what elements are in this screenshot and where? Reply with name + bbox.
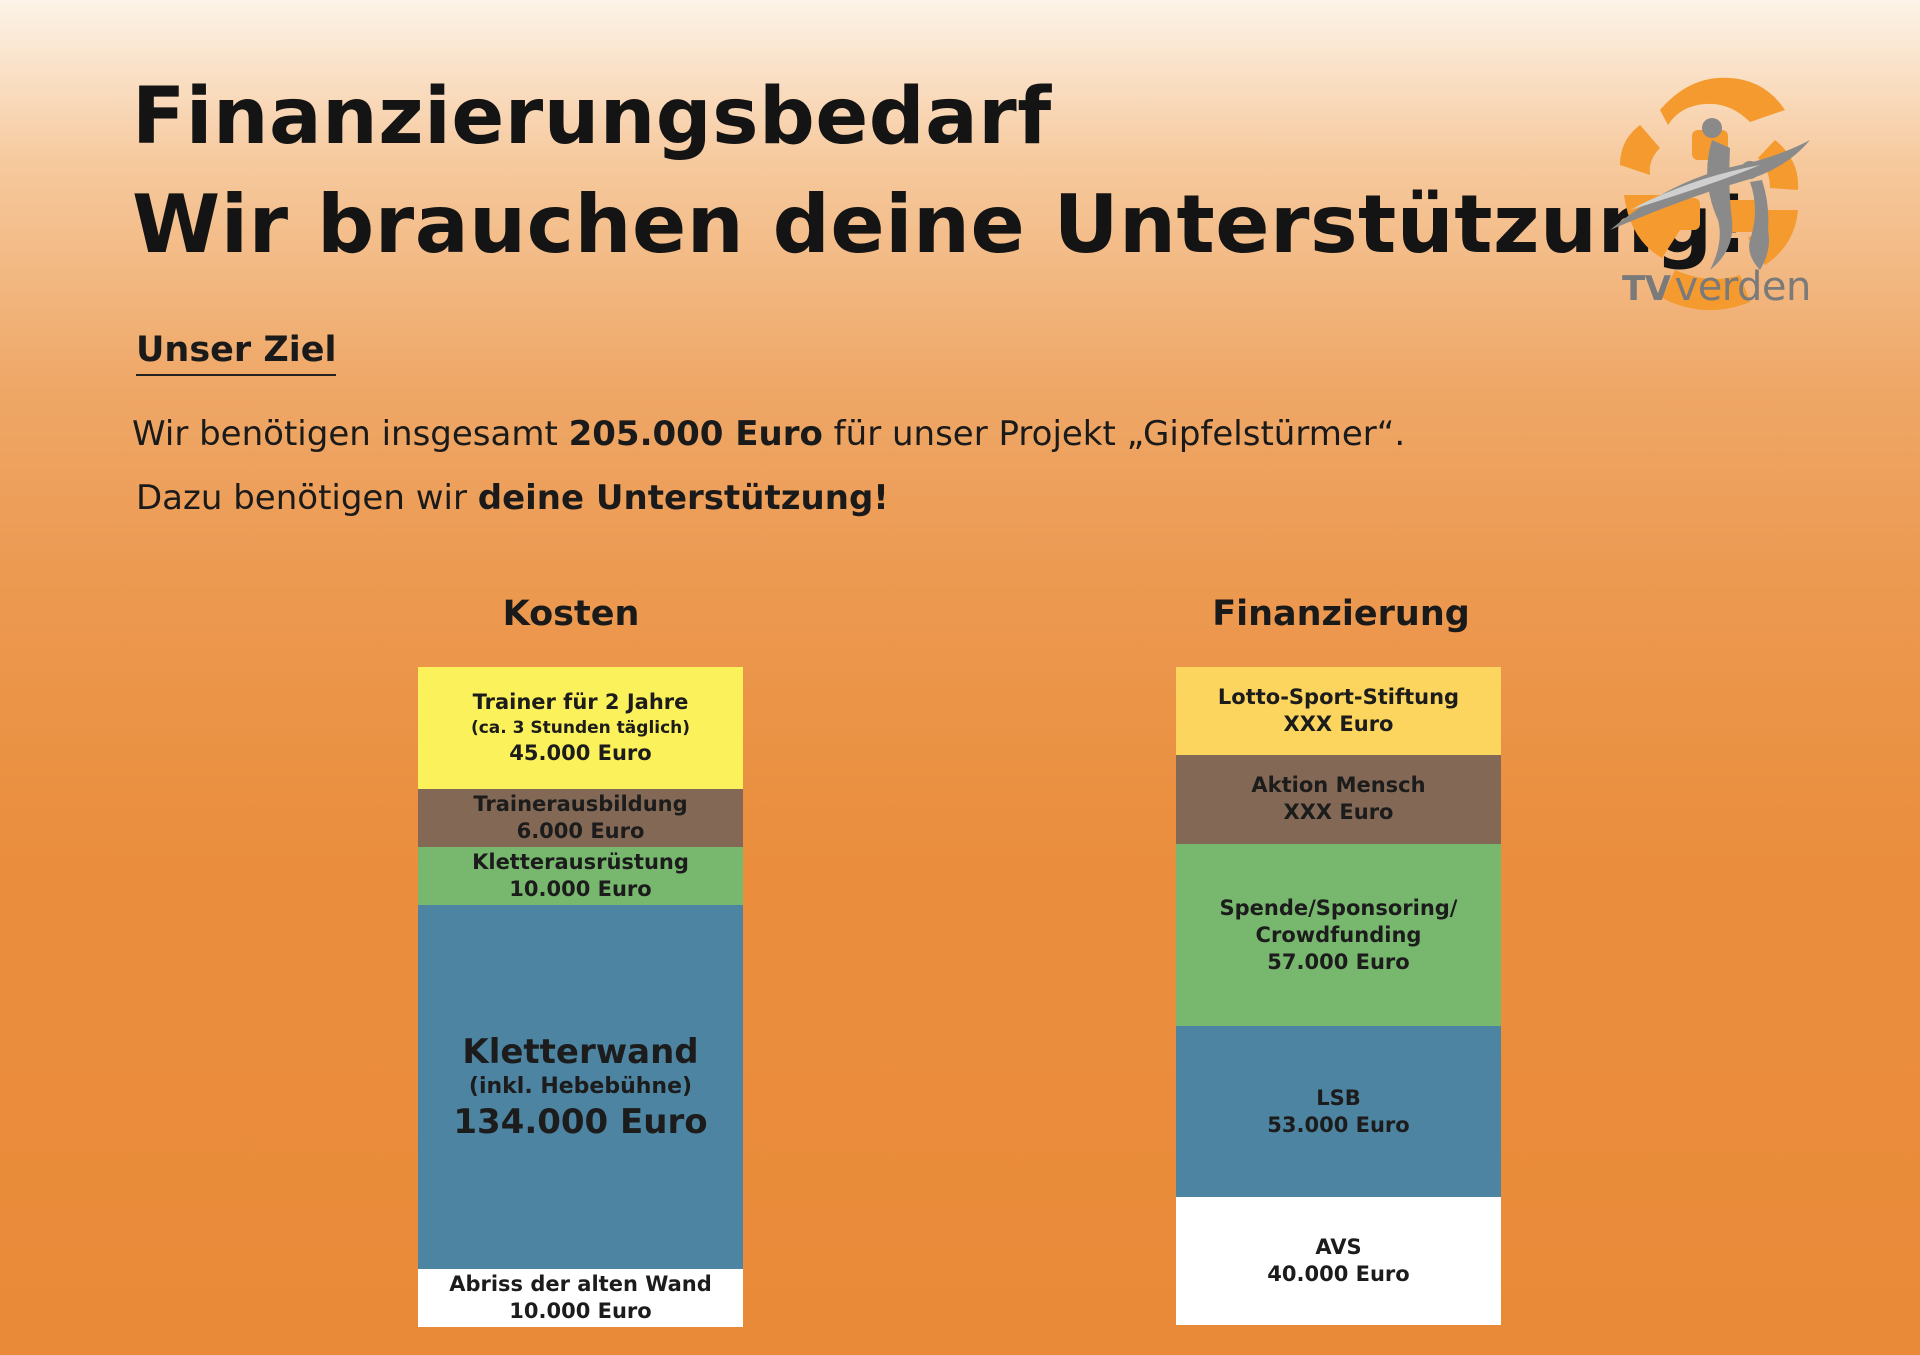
costs-segment-trainerausbildung: Trainerausbildung 6.000 Euro [418,789,743,848]
goal-text-line2: Dazu benötigen wir deine Unterstützung! [136,478,889,518]
segment-value: 40.000 Euro [1267,1261,1410,1286]
segment-label: Abriss der alten Wand [449,1271,712,1296]
tv-verden-logo-icon [1610,77,1810,311]
logo-wordmark: TV verden [1622,264,1822,310]
segment-label-2: Crowdfunding [1255,922,1422,947]
goal-text-line1: Wir benötigen insgesamt 205.000 Euro für… [132,414,1405,454]
segment-value: XXX Euro [1283,800,1394,825]
financing-segment-avs: AVS 40.000 Euro [1176,1196,1501,1325]
goal-line1-post: für unser Projekt „Gipfelstürmer“. [822,414,1406,454]
segment-label: Lotto-Sport-Stiftung [1217,685,1460,710]
segment-label: Trainer für 2 Jahre [472,690,689,715]
segment-value: XXX Euro [1283,712,1394,737]
segment-label: AVS [1315,1234,1362,1259]
logo-text-tv: TV [1622,269,1671,309]
page-subtitle: Wir brauchen deine Unterstützung! [132,178,1750,271]
segment-value: 53.000 Euro [1267,1112,1410,1137]
costs-segment-kletterausruestung: Kletterausrüstung 10.000 Euro [418,847,743,906]
segment-value: 134.000 Euro [453,1102,708,1143]
segment-value: 10.000 Euro [509,877,652,902]
goal-amount: 205.000 Euro [568,414,823,454]
segment-value: 45.000 Euro [509,741,652,766]
page-title: Finanzierungsbedarf [132,72,1052,162]
financing-chart-title: Finanzierung [1212,594,1470,634]
financing-segment-spende: Spende/Sponsoring/ Crowdfunding 57.000 E… [1176,843,1501,1027]
goal-heading: Unser Ziel [136,330,337,376]
financing-segment-aktion-mensch: Aktion Mensch XXX Euro [1176,755,1501,844]
costs-segment-trainer: Trainer für 2 Jahre (ca. 3 Stunden tägli… [418,667,743,790]
goal-line1-pre: Wir benötigen insgesamt [132,414,569,454]
goal-support: deine Unterstützung! [477,478,889,518]
costs-stacked-bar: Trainer für 2 Jahre (ca. 3 Stunden tägli… [418,667,743,1327]
segment-note: (ca. 3 Stunden täglich) [470,718,691,739]
segment-label: Spende/Sponsoring/ [1219,895,1458,920]
segment-label: Trainerausbildung [473,792,688,817]
costs-segment-kletterwand: Kletterwand (inkl. Hebebühne) 134.000 Eu… [418,905,743,1269]
goal-line2-pre: Dazu benötigen wir [136,478,478,518]
financing-segment-lotto: Lotto-Sport-Stiftung XXX Euro [1176,667,1501,756]
segment-label: Kletterausrüstung [472,850,689,875]
financing-stacked-bar: Lotto-Sport-Stiftung XXX Euro Aktion Men… [1176,667,1501,1325]
segment-value: 10.000 Euro [509,1298,652,1323]
segment-label: Aktion Mensch [1251,773,1426,798]
costs-chart-title: Kosten [502,594,640,634]
segment-note: (inkl. Hebebühne) [468,1074,693,1100]
logo-text-verden: verden [1674,264,1812,310]
segment-value: 6.000 Euro [516,819,645,844]
financing-segment-lsb: LSB 53.000 Euro [1176,1026,1501,1197]
segment-label: LSB [1316,1085,1361,1110]
costs-segment-abriss: Abriss der alten Wand 10.000 Euro [418,1268,743,1327]
segment-value: 57.000 Euro [1267,949,1410,974]
segment-label: Kletterwand [462,1032,699,1073]
